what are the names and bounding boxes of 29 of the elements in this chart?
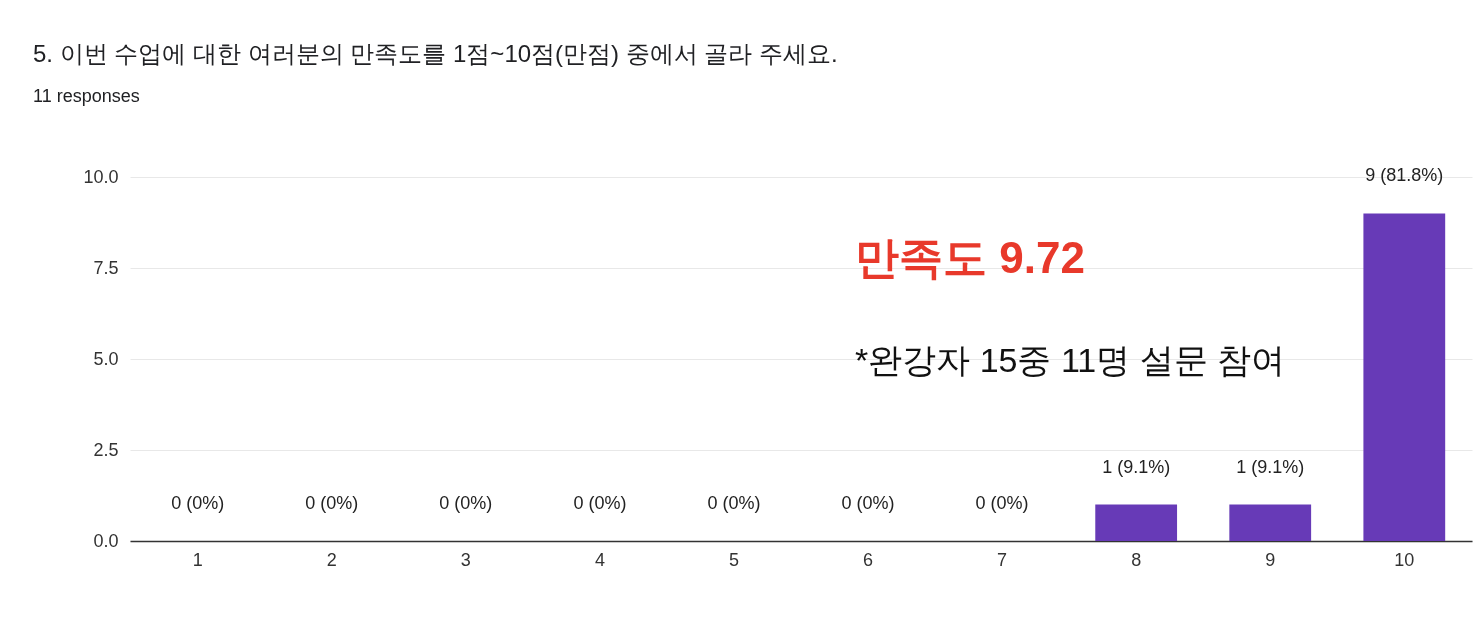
data-label: 9 (81.8%) (1365, 165, 1444, 186)
chart-subtitle: 11 responses (33, 86, 140, 107)
data-label: 0 (0%) (439, 493, 493, 513)
x-tick-label: 9 (1265, 549, 1276, 570)
x-tick-label: 1 (192, 549, 203, 570)
data-label: 0 (0%) (975, 493, 1029, 513)
x-tick-label: 4 (594, 549, 605, 570)
x-tick-label: 8 (1131, 549, 1142, 570)
data-label: 0 (0%) (305, 493, 359, 513)
data-label: 0 (0%) (841, 493, 895, 513)
annotation: 만족도 9.72 (855, 233, 1085, 282)
data-label: 0 (0%) (573, 493, 627, 513)
chart-title: 5. 이번 수업에 대한 여러분의 만족도를 1점~10점(만점) 중에서 골라 주세요. (33, 39, 838, 69)
data-label: 1 (9.1%) (1236, 456, 1305, 477)
x-tick-label: 5 (728, 549, 739, 570)
y-tick-label: 2.5 (93, 439, 119, 460)
data-label: 0 (0%) (707, 493, 761, 513)
x-tick-label: 2 (326, 549, 337, 570)
annotation: *완강자 15중 11명 설문 참여 (855, 341, 1286, 379)
x-tick-label: 3 (460, 549, 471, 570)
data-label: 1 (9.1%) (1102, 456, 1171, 477)
x-tick-label: 6 (863, 549, 874, 570)
y-tick-label: 7.5 (93, 257, 119, 278)
y-tick-label: 5.0 (93, 348, 119, 369)
data-label: 0 (0%) (171, 493, 225, 513)
x-tick-label: 7 (997, 549, 1008, 570)
y-tick-label: 10.0 (83, 166, 119, 187)
y-tick-label: 0.0 (93, 530, 119, 551)
x-tick-label: 10 (1394, 549, 1415, 570)
